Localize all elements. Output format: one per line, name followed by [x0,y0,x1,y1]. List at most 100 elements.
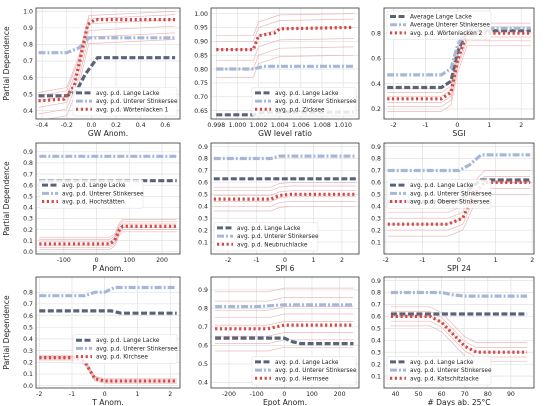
x-tick-label: 0 [103,391,107,398]
series-line-3 [39,224,177,246]
y-tick-label: 0.6 [23,75,33,82]
y-tick-label: 0.2 [23,227,33,234]
ice-curve [39,231,177,250]
series-line-3 [387,31,531,101]
y-tick-label: 0.3 [23,348,33,355]
y-tick-label: 0.2 [371,361,381,368]
ice-curve [213,196,357,202]
ice-curve [215,339,354,344]
x-tick-label: -0.2 [61,122,73,129]
y-tick-label: 0.85 [194,52,208,59]
x-tick-label: 1 [135,391,139,398]
x-tick-label: 1.002 [250,122,268,129]
ice-curve [213,185,357,192]
legend-box [72,87,178,117]
x-tick-label: 80 [484,391,492,398]
y-tick-label: 0.2 [371,106,381,113]
y-tick-label: 0.4 [371,203,381,210]
y-tick-label: 0.5 [371,326,381,333]
axes-frame [210,276,360,389]
y-tick-label: 0.9 [23,25,33,32]
y-tick-label: 0.8 [23,42,33,49]
legend: avg. p.d. Lange Lacke avg. p.d. Unterer S… [38,179,144,209]
x-tick-label: 50 [415,391,423,398]
legend: avg. p.d. Lange Lacke avg. p.d. Unterer S… [386,356,492,386]
y-tick-label: 1.0 [23,9,33,16]
legend-label-2: avg. p.d. Unterer Stinkersee [96,99,178,105]
ice-curve [38,10,176,93]
ice-curve [38,19,176,102]
x-tick-label: 1 [311,257,315,264]
x-tick-label: 2 [530,257,534,264]
y-tick-label: 0.7 [23,58,33,65]
y-tick-label: 0.7 [23,171,33,178]
x-tick-label: 1.000 [229,122,247,129]
x-tick-label: 70 [461,391,469,398]
legend-label-2: avg. p.d. Unterer Stinkersee [410,368,492,374]
axes-frame [35,276,181,389]
ice-curve [390,316,528,353]
ice-curve [39,221,177,240]
series-line-2 [39,285,177,298]
y-tick-label: 0.7 [198,168,208,175]
series-line-2 [390,290,528,298]
series-line-2 [213,154,357,161]
series-line-3 [216,25,354,52]
legend-label-3: avg. p.d. Neubruchlacke [237,242,308,248]
series-line-3 [39,356,177,383]
x-tick-label: 0.0 [86,122,96,129]
legend-label-2: avg. p.d. Unterer Stinkersee [275,368,357,374]
ice-curve [216,38,354,62]
x-tick-label: 0 [455,122,459,129]
y-axis-label: Partial Dependence [2,295,11,370]
legend-label-2: avg. p.d. Unterer Stinkersee [237,234,319,240]
series-line-2 [38,36,176,55]
x-tick-label: -1 [253,257,259,264]
y-tick-label: 0.8 [198,306,208,313]
y-tick-label: 0.8 [371,156,381,163]
y-tick-label: 0.1 [198,239,208,246]
x-tick-label: 2 [519,122,523,129]
axes-frame [383,7,535,120]
legend-label-3: avg. p.d. Wörtenlacken 1 [96,107,169,113]
y-tick-label: 0.3 [371,215,381,222]
x-tick-label: -100 [250,391,264,398]
series-line-3 [38,18,176,103]
legend-label-3: avg. p.d. Oberer Stinkersee [410,200,490,206]
y-tick-label: 0.9 [23,149,33,156]
series-line-2 [387,153,531,173]
legend-label-3: avg. p.d. Zicksee [275,107,325,113]
ice-curve [213,201,357,207]
legend: avg. p.d. Lange Lacke avg. p.d. Unterer S… [386,179,492,209]
y-tick-label: 0.6 [23,313,33,320]
ice-curve [216,18,354,42]
y-tick-label: 0.7 [198,324,208,331]
y-axis-label: Partial Dependence [2,26,11,101]
x-axis-label: P Anom. [92,264,123,273]
legend-label-3: avg. p.d. Wörtenlacken 2 [410,31,483,37]
y-tick-label: 0.4 [198,380,208,387]
ice-curve [215,313,354,319]
y-tick-label: 0.4 [23,336,33,343]
x-axis-label: SPI 6 [276,264,295,273]
legend-label-1: avg. p.d. Lange Lacke [275,91,339,97]
axes-frame [35,7,181,120]
x-tick-label: 0 [283,257,287,264]
y-tick-label: 0.1 [23,238,33,245]
y-tick-label: 0.2 [198,227,208,234]
legend-label-1: avg. p.d. Lange Lacke [410,360,474,366]
y-tick-label: 0.8 [371,30,381,37]
y-tick-label: 0.65 [194,108,208,115]
x-tick-label: 0.998 [207,122,225,129]
y-tick-label: 0.0 [23,249,33,256]
ice-curve [216,27,354,50]
legend-label-2: Average Unterer Stinkersee [410,23,490,29]
subplot-1: -0.4 -0.2 0.0 0.2 0.4 0.6 0.4 0.5 0.6 0.7 0.8 0.9 1.… [2,7,181,138]
legend-box [386,179,492,209]
x-tick-label: 200 [156,257,168,264]
ice-curve [213,205,357,212]
x-axis-label: GW level ratio [258,129,312,138]
y-tick-label: 0.7 [23,301,33,308]
x-tick-label: -200 [222,391,236,398]
